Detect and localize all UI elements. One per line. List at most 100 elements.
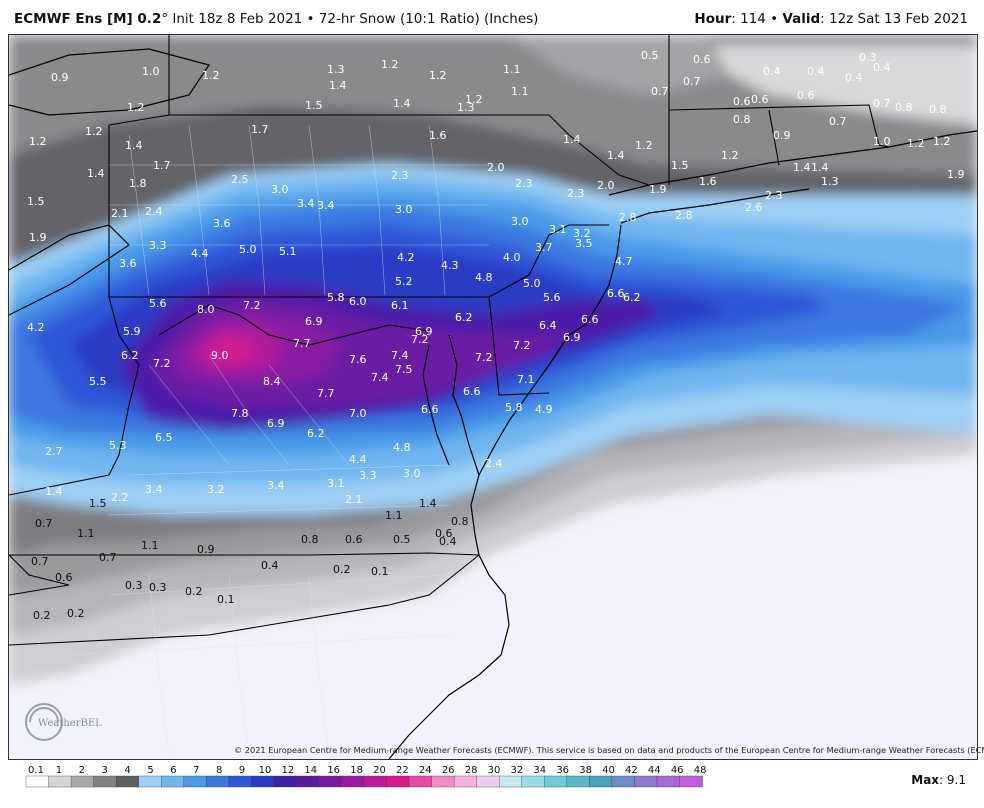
snow-value-label: 6.9 [415, 325, 433, 338]
snow-value-label: 2.0 [597, 179, 615, 192]
scale-tick-label: 40 [602, 765, 615, 776]
scale-tick-label: 20 [373, 765, 386, 776]
snow-value-label: 1.4 [419, 497, 437, 510]
snow-value-label: 1.2 [465, 93, 483, 106]
snow-value-label: 3.2 [573, 227, 591, 240]
scale-tick-label: 36 [556, 765, 570, 776]
scale-swatch [25, 775, 50, 788]
snow-value-label: 7.2 [475, 351, 493, 364]
scale-swatch [115, 775, 140, 788]
snow-value-label: 1.1 [511, 85, 529, 98]
snow-value-label: 7.0 [349, 407, 367, 420]
scale-tick-label: 5 [147, 765, 154, 776]
snow-value-label: 0.9 [773, 129, 791, 142]
scale-swatch [386, 775, 410, 788]
snow-value-label: 0.7 [683, 75, 701, 88]
scale-swatch [70, 775, 95, 788]
snow-value-label: 4.8 [475, 271, 493, 284]
scale-tick-label: 42 [625, 765, 638, 776]
scale-swatch [476, 775, 500, 788]
scale-tick-label: 10 [258, 765, 272, 776]
snow-value-label: 9.0 [211, 349, 229, 362]
snow-value-label: 0.2 [67, 607, 85, 620]
hour-value: : 114 • [731, 11, 783, 27]
header-valid: Hour: 114 • Valid: 12z Sat 13 Feb 2021 [694, 11, 968, 27]
snow-value-label: 0.6 [733, 95, 751, 108]
snow-value-label: 4.9 [535, 403, 553, 416]
snow-value-label: 0.7 [31, 555, 49, 568]
scale-tick-label: 12 [281, 765, 295, 776]
header: ECMWF Ens [M] 0.2° Init 18z 8 Feb 2021 •… [0, 0, 984, 34]
snow-value-label: 0.9 [51, 71, 69, 84]
snow-value-label: 5.2 [395, 275, 413, 288]
snow-value-label: 1.1 [385, 509, 403, 522]
scale-tick-label: 1 [55, 765, 63, 776]
snow-value-label: 3.0 [511, 215, 529, 228]
max-value: Max: 9.1 [911, 773, 966, 787]
snow-value-label: 0.2 [33, 609, 51, 622]
snow-value-label: 7.4 [391, 349, 409, 362]
header-title: ECMWF Ens [M] 0.2° Init 18z 8 Feb 2021 •… [14, 11, 538, 27]
snow-value-label: 0.7 [651, 85, 669, 98]
scale-tick-label: 18 [350, 765, 363, 776]
hour-label: Hour [694, 11, 732, 27]
snow-value-label: 2.6 [745, 201, 763, 214]
snow-value-label: 1.2 [202, 69, 220, 82]
snow-value-label: 1.6 [429, 129, 447, 142]
snow-value-label: 7.4 [371, 371, 389, 384]
scale-swatch [296, 775, 320, 788]
snow-value-label: 1.5 [305, 99, 323, 112]
snow-value-label: 0.4 [807, 65, 825, 78]
snow-value-label: 6.2 [623, 291, 641, 304]
snow-value-label: 1.9 [649, 183, 667, 196]
snow-value-label: 3.4 [317, 199, 335, 212]
snow-value-label: 0.6 [345, 533, 363, 546]
snow-value-label: 1.9 [29, 231, 47, 244]
snow-value-label: 2.0 [487, 161, 505, 174]
scale-swatch [206, 775, 230, 788]
snow-value-label: 0.8 [929, 103, 947, 116]
scale-swatch [453, 775, 478, 788]
snow-value-label: 7.5 [395, 363, 413, 376]
snow-value-label: 4.2 [397, 251, 415, 264]
scale-tick-label: 9 [238, 765, 246, 776]
scale-tick-label: 26 [441, 765, 455, 776]
snow-value-label: 6.1 [391, 299, 409, 312]
snow-value-label: 0.7 [829, 115, 847, 128]
scale-swatch [566, 775, 591, 788]
snow-value-label: 0.8 [451, 515, 469, 528]
scale-swatch [408, 775, 433, 788]
scale-tick-label: 44 [647, 765, 661, 776]
snow-value-label: 7.6 [349, 353, 367, 366]
snow-value-label: 1.1 [141, 539, 159, 552]
snow-value-label: 0.6 [797, 89, 815, 102]
snow-value-label: 2.2 [111, 491, 129, 504]
snow-value-label: 6.2 [455, 311, 473, 324]
scale-swatch [160, 775, 185, 788]
snow-value-label: 7.2 [243, 299, 261, 312]
snow-value-label: 0.6 [751, 93, 769, 106]
scale-swatch [48, 775, 72, 788]
snow-value-label: 3.3 [149, 239, 167, 252]
snow-value-label: 4.2 [27, 321, 45, 334]
scale-swatch [499, 775, 523, 788]
snow-value-label: 8.0 [197, 303, 215, 316]
scale-tick-label: 7 [193, 765, 200, 776]
snow-value-label: 2.4 [485, 457, 503, 470]
scale-swatch [611, 775, 636, 788]
scale-tick-label: 24 [418, 765, 432, 776]
snow-value-label: 1.4 [793, 161, 811, 174]
snow-value-label: 8.4 [263, 375, 281, 388]
snow-value-label: 2.1 [111, 207, 129, 220]
snow-value-label: 1.4 [607, 149, 625, 162]
snow-value-label: 1.3 [327, 63, 345, 76]
snow-value-label: 3.1 [327, 477, 345, 490]
snow-value-label: 1.4 [87, 167, 105, 180]
snow-value-label: 3.2 [207, 483, 225, 496]
degree-sign: ° [161, 11, 169, 27]
snow-value-label: 4.7 [615, 255, 633, 268]
snow-value-label: 1.2 [127, 101, 145, 114]
model-name: ECMWF Ens [M] 0.2 [14, 11, 162, 27]
snow-value-label: 2.1 [345, 493, 363, 506]
snow-value-label: 1.0 [142, 65, 160, 78]
